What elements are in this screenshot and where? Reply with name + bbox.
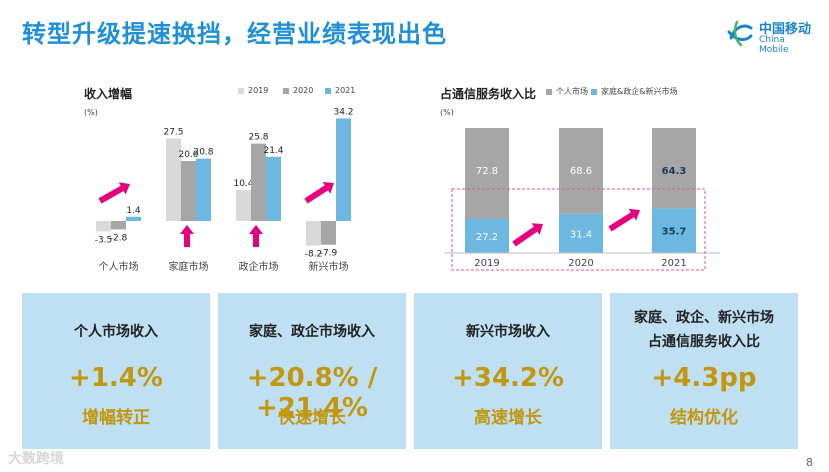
x-tick-label: 个人市场: [99, 260, 139, 273]
bar-2020-0: [111, 221, 126, 230]
growth-chart-title: 收入增幅: [84, 87, 133, 101]
data-label: 72.8: [476, 166, 498, 177]
data-label: -7.9: [320, 249, 338, 259]
legend-label-personal: 个人市场: [556, 87, 588, 96]
legend-new-markets: 家庭&政企&新兴市场: [591, 86, 677, 97]
page-number: 8: [806, 456, 813, 469]
highlight-box: [451, 188, 706, 271]
summary-cards: 个人市场收入 +1.4% 增幅转正 家庭、政企市场收入 +20.8% / +21…: [22, 293, 800, 449]
up-arrow-icon: [249, 225, 263, 247]
data-label: 64.3: [662, 166, 687, 177]
bar-new-markets-2019: [465, 219, 509, 253]
card-value: +1.4%: [69, 363, 163, 393]
bar-2021-3: [336, 118, 351, 221]
data-label: 21.4: [263, 146, 283, 156]
bar-2019-3: [306, 221, 321, 246]
legend-swatch-2019: [238, 87, 244, 94]
page-title: 转型升级提速换挡，经营业绩表现出色: [22, 20, 447, 48]
x-tick-label: 2019: [474, 258, 499, 269]
card-value: +20.8% / +21.4%: [246, 363, 378, 423]
x-tick-label: 2021: [661, 258, 686, 269]
x-tick-label: 2020: [568, 258, 593, 269]
data-label: 20.0: [178, 150, 198, 160]
data-label: -2.8: [110, 233, 128, 243]
legend-personal: 个人市场: [546, 86, 588, 97]
bar-new-markets-2020: [559, 213, 603, 253]
share-chart-unit: (%): [440, 108, 454, 117]
data-label: 27.5: [163, 128, 183, 138]
up-arrow-icon: [180, 225, 194, 247]
data-label: 68.6: [570, 166, 592, 177]
china-mobile-logo: 中国移动 China Mobile: [725, 16, 817, 55]
bar-personal-2020: [559, 128, 603, 214]
trend-arrow-icon: [512, 223, 543, 247]
card-subtitle: 结构优化: [670, 408, 738, 428]
card-home-enterprise: 家庭、政企市场收入 +20.8% / +21.4% 快速增长: [218, 293, 406, 449]
bar-personal-2021: [652, 128, 696, 209]
card-title: 个人市场收入: [74, 324, 158, 340]
legend-label-2019: 2019: [248, 86, 269, 95]
bar-2020-2: [251, 143, 266, 221]
data-label: 25.8: [248, 133, 268, 143]
card-new-markets: 新兴市场收入 +34.2% 高速增长: [414, 293, 602, 449]
data-label: 34.2: [333, 107, 353, 117]
card-title-line2: 占通信服务收入比: [648, 334, 760, 350]
data-label: -8.2: [305, 250, 323, 260]
bar-2021-0: [126, 216, 141, 221]
trend-arrow-icon: [304, 182, 334, 204]
trend-arrow-icon: [608, 208, 640, 232]
bar-2020-3: [321, 221, 336, 245]
bar-2021-2: [266, 156, 281, 221]
card-title-line1: 家庭、政企、新兴市场: [634, 310, 774, 326]
share-chart-title: 占通信服务收入比: [440, 87, 537, 101]
legend-swatch-personal: [546, 88, 552, 95]
trend-arrow-icon: [98, 182, 130, 204]
data-label: 20.8: [193, 148, 213, 158]
bar-2020-1: [181, 161, 196, 221]
legend-swatch-new-markets: [591, 88, 597, 95]
card-personal: 个人市场收入 +1.4% 增幅转正: [22, 293, 210, 449]
card-subtitle: 高速增长: [474, 408, 542, 428]
bar-2019-2: [236, 189, 251, 221]
card-value: +34.2%: [452, 363, 564, 393]
card-title: 新兴市场收入: [466, 324, 550, 340]
data-label: -3.5: [95, 236, 113, 246]
data-label: 1.4: [126, 206, 141, 216]
bar-personal-2019: [465, 128, 509, 219]
growth-chart-unit: (%): [84, 108, 98, 117]
legend-2020: 2020: [283, 86, 313, 95]
legend-swatch-2021: [325, 87, 331, 94]
card-subtitle: 增幅转正: [82, 408, 150, 428]
bar-2019-0: [96, 221, 111, 232]
x-tick-label: 家庭市场: [169, 260, 209, 273]
legend-2019: 2019: [238, 86, 268, 95]
data-label: 35.7: [662, 227, 687, 238]
logo-text-cn: 中国移动: [759, 22, 812, 37]
card-title: 家庭、政企市场收入: [249, 324, 375, 340]
data-label: 27.2: [476, 232, 498, 243]
card-structure: 家庭、政企、新兴市场 占通信服务收入比 +4.3pp 结构优化: [610, 293, 798, 449]
legend-2021: 2021: [325, 86, 355, 95]
legend-label-2021: 2021: [335, 86, 356, 95]
legend-label-2020: 2020: [293, 86, 314, 95]
card-value: +4.3pp: [651, 363, 757, 393]
data-label: 10.4: [233, 179, 253, 189]
bar-2019-1: [166, 138, 181, 221]
x-tick-label: 新兴市场: [309, 260, 349, 273]
x-tick-label: 政企市场: [239, 260, 279, 273]
data-label: 31.4: [570, 229, 592, 240]
logo-text-en: China Mobile: [759, 35, 789, 55]
legend-swatch-2020: [283, 87, 289, 94]
watermark: 大数跨境: [8, 451, 64, 467]
bar-new-markets-2021: [652, 208, 696, 253]
bar-2021-1: [196, 158, 211, 221]
logo-icon: [727, 20, 753, 47]
legend-label-new-markets: 家庭&政企&新兴市场: [601, 87, 678, 96]
card-subtitle: 快速增长: [278, 408, 346, 428]
